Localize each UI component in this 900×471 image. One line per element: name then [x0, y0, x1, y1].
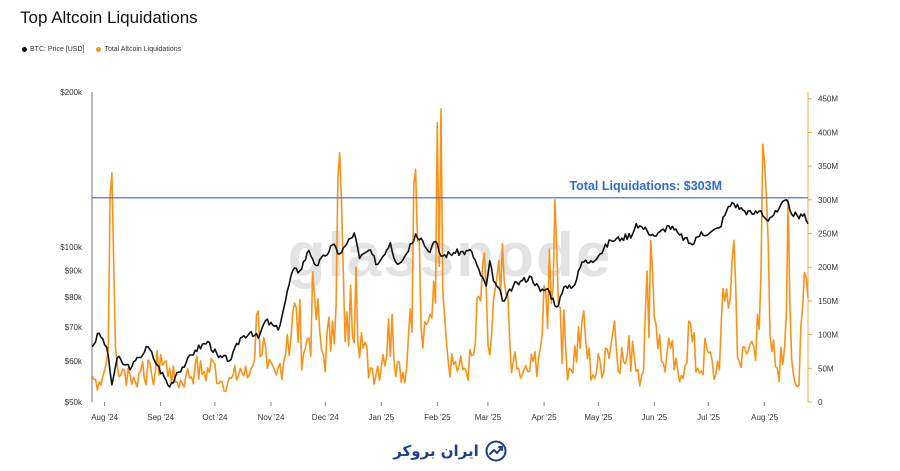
x-tick-label: Feb '25	[424, 413, 451, 422]
y-left-tick-label: $100k	[60, 243, 83, 252]
x-tick-label: Sep '24	[147, 413, 174, 422]
y-left-tick-label: $50k	[65, 398, 83, 407]
legend-item-btc-price[interactable]: BTC: Price [USD]	[22, 46, 84, 53]
y-right-tick-label: 300M	[818, 196, 838, 205]
y-right-tick-label: 100M	[818, 331, 838, 340]
x-tick-label: Dec '24	[312, 413, 339, 422]
legend-label-btc-price: BTC: Price [USD]	[30, 46, 85, 53]
y-left-tick-label: $80k	[65, 293, 83, 302]
x-tick-label: Jan '25	[369, 413, 395, 422]
y-right-tick-label: 250M	[818, 230, 838, 239]
y-right-tick-label: 350M	[818, 162, 838, 171]
y-right-tick-label: 150M	[818, 297, 838, 306]
footer-brand: ایران بروکر	[0, 436, 900, 466]
legend-label-liquidations: Total Altcoin Liquidations	[104, 46, 182, 53]
legend-swatch-orange	[96, 47, 102, 52]
y-left-tick-label: $60k	[65, 357, 83, 366]
y-right-tick-label: 200M	[818, 263, 838, 272]
legend-swatch-black	[22, 47, 27, 52]
x-tick-label: Apr '25	[531, 413, 557, 422]
y-right-tick-label: 450M	[818, 95, 838, 104]
y-right-tick-label: 50M	[818, 364, 834, 373]
brand-name: ایران بروکر	[393, 442, 479, 460]
chart-title: Top Altcoin Liquidations	[20, 8, 198, 27]
y-right-tick-label: 400M	[818, 128, 838, 137]
legend-item-liquidations[interactable]: Total Altcoin Liquidations	[96, 46, 181, 53]
series-line-liquidations	[91, 108, 809, 393]
chart-plot: glassnode$50k$60k$70k$80k$90k$100k$200k0…	[60, 88, 838, 422]
brand-logo-icon	[485, 440, 507, 462]
chart-legend: BTC: Price [USD] Total Altcoin Liquidati…	[22, 46, 181, 53]
x-tick-label: Aug '24	[91, 413, 118, 422]
x-tick-label: Jul '25	[697, 413, 720, 422]
x-tick-label: Jun '25	[642, 413, 668, 422]
annotation-label-total-liquidations: Total Liquidations: $303M	[569, 179, 722, 193]
x-tick-label: Nov '24	[258, 413, 285, 422]
y-left-tick-label: $90k	[65, 267, 83, 276]
y-right-tick-label: 0	[818, 398, 823, 407]
y-left-tick-label: $70k	[65, 323, 83, 332]
x-tick-label: May '25	[584, 413, 612, 422]
x-tick-label: Aug '25	[751, 413, 778, 422]
y-left-tick-label: $200k	[60, 88, 83, 97]
x-tick-label: Oct '24	[202, 413, 228, 422]
x-tick-label: Mar '25	[475, 413, 502, 422]
series-line-btc-price	[91, 199, 809, 388]
